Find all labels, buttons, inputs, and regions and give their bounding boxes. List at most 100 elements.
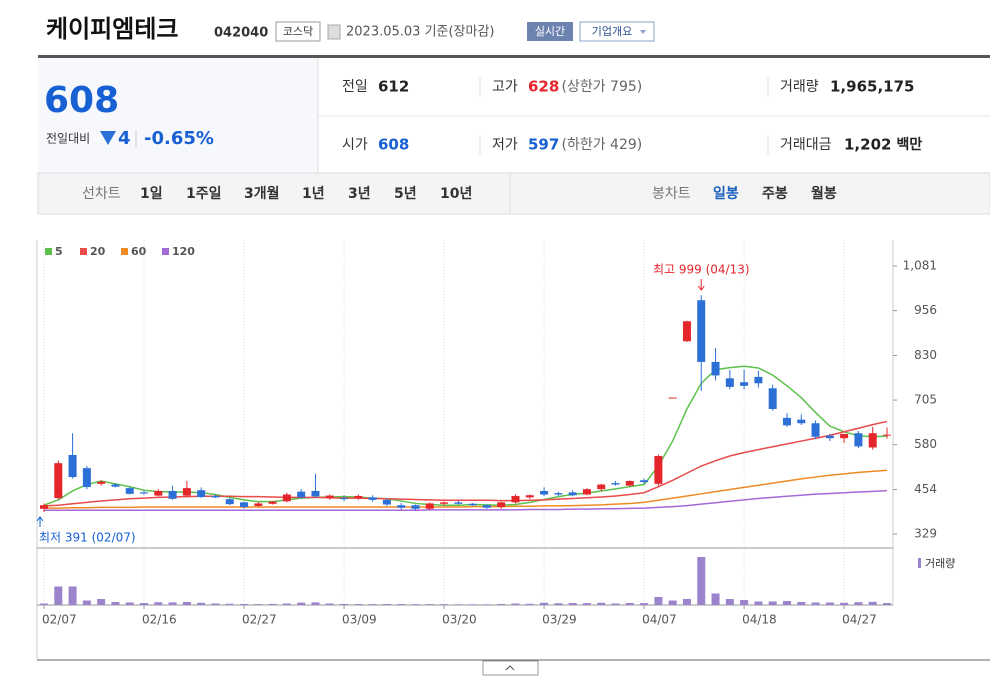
candle-body <box>282 494 291 502</box>
candle-body <box>482 505 491 508</box>
stat-value: 597 <box>528 136 559 154</box>
down-triangle <box>100 131 116 145</box>
candle-body <box>697 300 706 362</box>
volume-bar <box>668 600 677 605</box>
candle-body <box>811 423 820 437</box>
volume-bar <box>182 602 191 605</box>
volume-bar <box>297 602 306 605</box>
chart: 1,081 956 830 705 580 454 329 02/07 02/16 02/27 03… <box>36 240 955 627</box>
ma-line <box>43 420 888 507</box>
stat-value: 1,965,175 <box>830 78 914 96</box>
candle-body <box>868 433 877 448</box>
tab[interactable]: 1년 <box>302 186 325 202</box>
x-tick-label: 02/27 <box>242 613 277 627</box>
volume-bar <box>625 603 634 605</box>
candle-body <box>511 495 520 503</box>
tab[interactable]: 일봉 <box>713 186 739 202</box>
volume-bar <box>582 603 591 605</box>
volume-bar <box>525 603 534 605</box>
candle-body <box>97 481 106 484</box>
candle-body <box>640 480 649 483</box>
date: 2023.05.03 기준(장마감) <box>346 25 495 40</box>
tab[interactable]: 월봉 <box>811 185 837 202</box>
candle-body <box>682 321 691 342</box>
volume-bar <box>768 601 777 605</box>
overview-button[interactable] <box>579 21 655 42</box>
volume-bar <box>840 602 849 605</box>
candle-body <box>740 382 749 386</box>
collapse-arrow <box>505 665 515 671</box>
volume-bar <box>697 557 706 605</box>
stat-label: 시가 <box>342 137 368 153</box>
y-tick-label: 329 <box>914 527 937 541</box>
candle-body <box>125 488 134 494</box>
candle-body <box>854 433 863 447</box>
volume-bar <box>125 602 134 605</box>
candle-body <box>425 503 434 509</box>
legend-label: 20 <box>90 245 106 258</box>
stat-value: 628 <box>528 78 559 96</box>
candle-body <box>782 417 791 426</box>
candle-body <box>82 468 91 488</box>
volume-bar <box>711 593 720 605</box>
legend-label: 120 <box>172 245 195 258</box>
tab[interactable]: 주봉 <box>762 186 788 202</box>
candle-body <box>582 489 591 495</box>
tab[interactable]: 3개월 <box>244 185 280 202</box>
x-tick-label: 03/29 <box>542 613 577 627</box>
candle-body <box>397 505 406 508</box>
volume-bar <box>411 604 420 605</box>
volume-bar <box>325 603 334 605</box>
candle-body <box>497 502 506 508</box>
tab[interactable]: 1주일 <box>186 186 222 202</box>
candle-body <box>340 498 349 500</box>
volume-bar <box>340 604 349 605</box>
volume-bar <box>82 600 91 605</box>
candle-body <box>797 419 806 424</box>
volume-bar <box>811 602 820 605</box>
legend-label: 5 <box>55 245 63 258</box>
candle-body <box>111 484 120 487</box>
candle-body <box>468 503 477 506</box>
tab[interactable]: 1일 <box>140 186 163 202</box>
volume-bar <box>368 604 377 605</box>
y-tick-label: 705 <box>914 393 937 407</box>
price: 608 <box>44 80 119 121</box>
candle-body <box>454 502 463 504</box>
volume-bar <box>268 603 277 605</box>
volume-bar <box>497 604 506 605</box>
volume-bar <box>468 604 477 605</box>
y-tick-label: 580 <box>914 437 937 451</box>
candle-body <box>625 480 634 486</box>
tab[interactable]: 10년 <box>440 186 472 202</box>
volume-bar <box>211 603 220 605</box>
candle-body <box>182 488 191 496</box>
candle-body <box>768 388 777 409</box>
stat-label: 저가 <box>492 137 518 153</box>
volume-bar <box>754 601 763 605</box>
candle-body <box>525 495 534 498</box>
x-tick-label: 02/07 <box>42 613 77 627</box>
legend-swatch <box>162 248 169 255</box>
candle-body <box>554 493 563 495</box>
tab[interactable]: 3년 <box>348 186 371 202</box>
ma-line <box>44 469 888 509</box>
volume-bar <box>568 603 577 605</box>
realtime-badge[interactable] <box>527 22 573 41</box>
volume-bar <box>354 604 363 605</box>
legend-swatch <box>45 248 52 255</box>
volume-bar <box>854 602 863 605</box>
x-tick-label: 04/07 <box>642 613 677 627</box>
tab[interactable]: 5년 <box>394 186 417 202</box>
price-box <box>38 58 318 173</box>
volume-bar <box>440 604 449 605</box>
overview[interactable]: 기업개요 <box>592 25 632 38</box>
candle-body <box>711 361 720 376</box>
y-tick-label: 454 <box>914 482 937 496</box>
volume-bar <box>640 603 649 605</box>
stat-label: 전일 <box>342 79 368 95</box>
realtime[interactable]: 실시간 <box>535 25 565 38</box>
volume-bar <box>282 603 291 605</box>
volume-bar <box>197 602 206 605</box>
collapse-button[interactable] <box>482 660 539 676</box>
